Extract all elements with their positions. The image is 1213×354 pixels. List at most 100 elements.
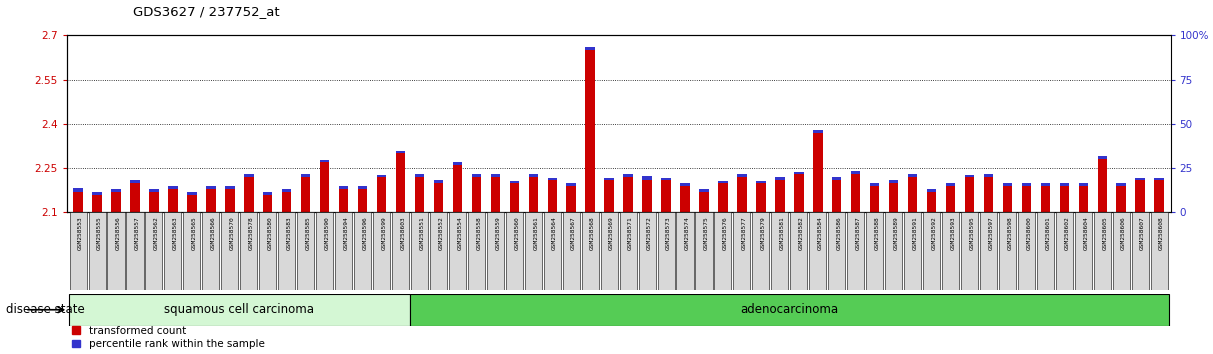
Bar <box>566 186 576 212</box>
Bar <box>795 172 803 174</box>
Bar <box>718 183 728 212</box>
Text: GSM258583: GSM258583 <box>286 216 291 250</box>
FancyBboxPatch shape <box>714 212 731 290</box>
Bar <box>813 130 822 133</box>
FancyBboxPatch shape <box>885 212 902 290</box>
Bar <box>73 188 82 192</box>
Bar <box>756 181 765 183</box>
FancyBboxPatch shape <box>923 212 940 290</box>
Bar <box>623 174 633 177</box>
Bar <box>1041 183 1050 186</box>
Text: GSM258592: GSM258592 <box>932 216 936 250</box>
FancyBboxPatch shape <box>809 212 826 290</box>
FancyBboxPatch shape <box>771 212 788 290</box>
Bar <box>1021 183 1031 186</box>
Bar <box>1078 183 1088 186</box>
FancyBboxPatch shape <box>695 212 712 290</box>
Text: GSM258568: GSM258568 <box>591 216 596 250</box>
Text: GSM258594: GSM258594 <box>343 216 348 250</box>
Bar <box>529 174 539 177</box>
Bar <box>130 180 139 183</box>
Bar <box>263 195 273 212</box>
Text: GSM258585: GSM258585 <box>306 216 311 250</box>
Bar <box>946 183 956 186</box>
Text: GSM258601: GSM258601 <box>1046 216 1050 250</box>
Text: GSM258584: GSM258584 <box>818 216 822 250</box>
Bar <box>661 180 671 212</box>
FancyBboxPatch shape <box>278 212 295 290</box>
Text: GSM258557: GSM258557 <box>135 216 139 250</box>
Text: GSM258591: GSM258591 <box>912 216 917 250</box>
Text: squamous cell carcinoma: squamous cell carcinoma <box>164 303 314 316</box>
Legend: transformed count, percentile rank within the sample: transformed count, percentile rank withi… <box>72 326 264 349</box>
FancyBboxPatch shape <box>410 294 1168 326</box>
Text: GSM258577: GSM258577 <box>742 216 747 250</box>
Text: GSM258575: GSM258575 <box>704 216 708 250</box>
FancyBboxPatch shape <box>904 212 921 290</box>
Bar <box>586 50 594 212</box>
Bar <box>604 178 614 180</box>
Bar <box>870 186 879 212</box>
Text: GDS3627 / 237752_at: GDS3627 / 237752_at <box>133 5 279 18</box>
Text: GSM258579: GSM258579 <box>761 216 765 250</box>
Bar <box>509 181 519 183</box>
FancyBboxPatch shape <box>183 212 200 290</box>
Bar <box>112 192 121 212</box>
Bar <box>1021 186 1031 212</box>
Bar <box>1078 186 1088 212</box>
Bar <box>395 153 405 212</box>
Bar <box>964 175 974 177</box>
FancyBboxPatch shape <box>1055 212 1072 290</box>
FancyBboxPatch shape <box>69 294 410 326</box>
Bar <box>92 192 102 195</box>
Text: GSM258552: GSM258552 <box>438 216 444 250</box>
Bar <box>472 177 482 212</box>
Bar <box>795 174 803 212</box>
FancyBboxPatch shape <box>638 212 655 290</box>
Bar <box>1116 186 1126 212</box>
Bar <box>813 133 822 212</box>
FancyBboxPatch shape <box>354 212 371 290</box>
FancyBboxPatch shape <box>1018 212 1035 290</box>
Bar <box>301 174 311 177</box>
Text: GSM258606: GSM258606 <box>1121 216 1126 250</box>
Bar <box>775 180 785 212</box>
FancyBboxPatch shape <box>260 212 277 290</box>
Bar <box>244 174 254 177</box>
Text: GSM258551: GSM258551 <box>420 216 425 250</box>
Text: GSM258587: GSM258587 <box>855 216 861 250</box>
Bar <box>509 183 519 212</box>
Text: GSM258593: GSM258593 <box>951 216 956 250</box>
FancyBboxPatch shape <box>392 212 409 290</box>
Bar <box>281 189 291 192</box>
Text: GSM258563: GSM258563 <box>173 216 178 250</box>
Text: GSM258588: GSM258588 <box>875 216 879 250</box>
Bar <box>320 162 330 212</box>
Bar <box>775 177 785 180</box>
Text: GSM258607: GSM258607 <box>1140 216 1145 250</box>
FancyBboxPatch shape <box>108 212 125 290</box>
FancyBboxPatch shape <box>961 212 978 290</box>
Bar <box>338 189 348 212</box>
FancyBboxPatch shape <box>240 212 257 290</box>
Bar <box>281 192 291 212</box>
FancyBboxPatch shape <box>165 212 182 290</box>
Bar <box>643 180 651 212</box>
Bar <box>187 195 197 212</box>
Text: GSM258570: GSM258570 <box>229 216 235 250</box>
Bar <box>1135 180 1145 212</box>
Text: GSM258598: GSM258598 <box>1008 216 1013 250</box>
Bar <box>852 174 860 212</box>
Text: GSM258569: GSM258569 <box>609 216 614 250</box>
FancyBboxPatch shape <box>752 212 769 290</box>
Bar <box>699 192 708 212</box>
Text: GSM258604: GSM258604 <box>1083 216 1088 250</box>
FancyBboxPatch shape <box>600 212 617 290</box>
Bar <box>832 180 842 212</box>
Bar <box>187 192 197 195</box>
Text: GSM258595: GSM258595 <box>969 216 974 250</box>
Bar <box>718 181 728 183</box>
Bar <box>1135 178 1145 180</box>
Text: GSM258605: GSM258605 <box>1103 216 1107 250</box>
FancyBboxPatch shape <box>998 212 1016 290</box>
